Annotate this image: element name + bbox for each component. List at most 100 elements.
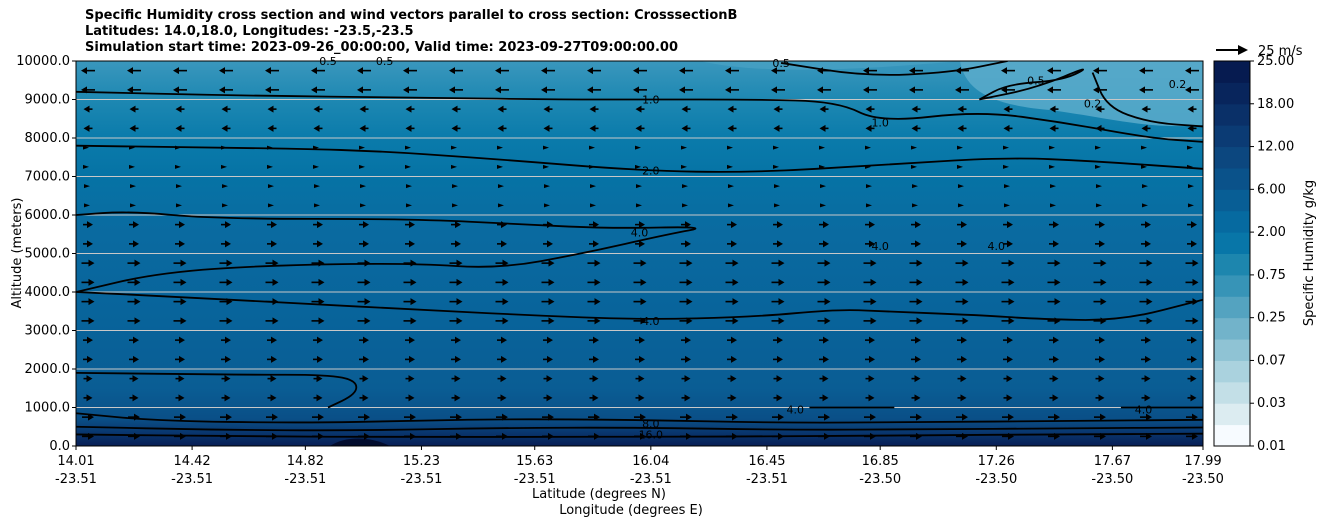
wind-vector-head [548,317,555,325]
wind-vector-head [681,124,688,132]
wind-vector-head [962,259,969,267]
grid-lines [76,99,1203,408]
x-tick-label-lat: 14.42 [173,454,210,469]
wind-vector-head [456,317,463,325]
colorbar-swatch [1214,232,1250,254]
wind-vector-head [1054,413,1060,421]
wind-vector-head [456,259,463,267]
wind-vector-head [360,203,366,208]
wind-vector-head [87,336,93,344]
wind-vector-head [88,298,95,306]
wind-vector-head [870,278,877,286]
colorbar-swatch [1214,403,1250,426]
colorbar-tick-label: 25.00 [1257,54,1294,69]
wind-vector-head [589,124,596,132]
wind-vector-head [226,317,233,325]
wind-vector-head [1001,86,1007,94]
contour-labels: 1.0 1.0 2.0 4.0 4.0 4.0 4.0 4.0 4.0 8.016.0 0.5 0.5… [319,55,1186,441]
wind-vector-head [593,240,599,248]
wind-vector-head [774,184,780,189]
y-tick-label: 2000.0 [25,362,71,377]
wind-vector-head [410,278,417,286]
wind-vector-head [357,67,363,75]
wind-vector-head [313,164,319,169]
wind-vector-head [87,240,93,248]
wind-vector-head [224,375,231,383]
wind-vector-head [820,203,826,208]
wind-vector-head [911,124,918,132]
wind-vector-head [587,67,593,75]
wind-vector-head [88,259,95,267]
x-tick-label-lat: 15.63 [516,454,553,469]
y-tick-label: 0.0 [49,439,70,454]
wind-vector-head [778,259,785,267]
wind-vector-head [957,145,963,150]
wind-vector-head [1146,298,1153,306]
wind-vector-head [547,240,553,248]
wind-vector-head [635,145,641,150]
wind-vector-head [359,124,366,132]
wind-vector-head [731,336,737,344]
wind-vector-head [1141,164,1147,169]
wind-vector-head [1096,203,1102,208]
wind-vector-head [1192,278,1199,286]
wind-vector-head [1003,164,1009,169]
wind-vector-head [225,221,231,229]
colorbar-swatch [1214,82,1250,105]
wind-vector-head [451,124,458,132]
wind-vector-head [1146,259,1153,267]
wind-key: 25 m/s [1216,44,1303,59]
wind-vector-head [1099,240,1105,248]
wind-vector-head [456,298,463,306]
wind-vector-head [87,355,93,363]
wind-vector-head [179,355,185,363]
contour-label: 0.2 [1084,97,1102,110]
wind-vector-head [911,105,918,113]
wind-vector-head [640,278,647,286]
wind-vector-head [1054,259,1061,267]
wind-vector-head [497,124,504,132]
wind-vector-head [313,105,320,113]
wind-vector-head [728,203,734,208]
wind-vector-head [914,375,921,383]
wind-vector-head [502,259,509,267]
colorbar-tick-label: 0.07 [1257,353,1286,368]
wind-vector-head [408,394,415,402]
dry-patch-top [700,61,960,70]
wind-vector-head [265,67,271,75]
x-tick-label-lat: 16.04 [632,454,669,469]
wind-vector-head [776,375,783,383]
wind-vector-head [916,298,923,306]
contour-line [76,432,1203,438]
wind-vector-head [590,203,596,208]
wind-vector-head [81,67,87,75]
wind-vector-head [730,394,737,402]
y-tick-label: 6000.0 [25,208,71,223]
wind-vector-head [1141,105,1148,113]
wind-vector-head [1191,221,1197,229]
wind-vector-head [1144,394,1151,402]
wind-vector-head [455,221,461,229]
wind-vector-head [1053,221,1059,229]
wind-vector-head [409,221,415,229]
wind-vector-head [639,336,645,344]
wind-vector-head [1095,145,1101,150]
wind-vector-head [88,317,95,325]
wind-vector-head [1190,394,1197,402]
wind-vector-head [638,375,645,383]
wind-vector-head [219,67,225,75]
wind-vector-head [317,336,323,344]
x-tick-label-lon: -23.51 [746,472,788,487]
wind-vector-head [732,317,739,325]
wind-vector-head [451,164,457,169]
wind-vector-head [403,67,409,75]
wind-vector-head [594,259,601,267]
wind-vector-head [685,240,691,248]
contour-line [76,144,1203,173]
wind-vector-head [1100,259,1107,267]
y-tick-label: 7000.0 [25,170,71,185]
wind-vector-head [495,86,501,94]
wind-vector-head [548,298,555,306]
wind-vector-head [83,124,90,132]
wind-vector-head [500,375,507,383]
